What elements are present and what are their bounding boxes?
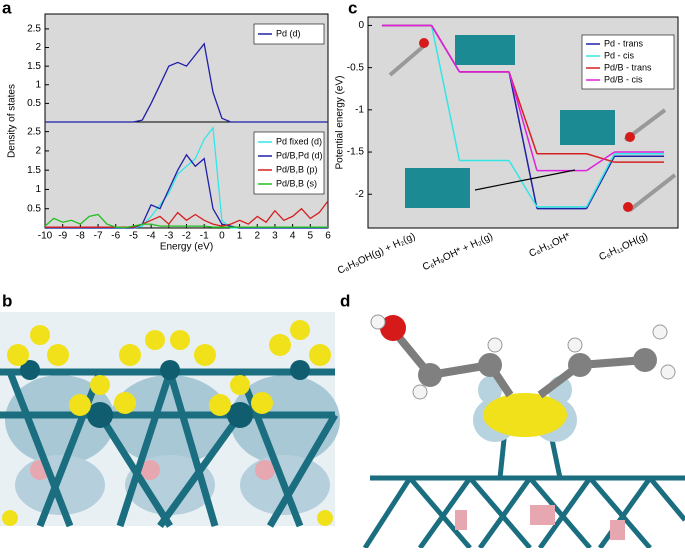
legend-label: Pd/B - cis bbox=[604, 74, 643, 84]
connector bbox=[508, 71, 538, 171]
y-tick-label: 2 bbox=[35, 42, 41, 53]
legend-box bbox=[253, 23, 325, 45]
chart: 0.5 1 1.5 2 2.5 Density of states Pd (d) bbox=[7, 13, 329, 158]
x-tick-label: -10 bbox=[38, 231, 53, 242]
x-tick-label: -1 bbox=[200, 231, 209, 242]
series-line bbox=[45, 42, 328, 123]
x-tick-label: 3 bbox=[272, 231, 278, 242]
x-tick-label: -4 bbox=[147, 231, 156, 242]
x-axis-label: Energy (eV) bbox=[160, 242, 213, 253]
x-tick-label: C₆H₉OH(g) + H₂(g) bbox=[336, 231, 417, 277]
legend-label: Pd/B - trans bbox=[604, 62, 652, 72]
legend-label: Pd/B,B (p) bbox=[276, 164, 318, 174]
y-tick-label: 1.5 bbox=[27, 165, 41, 176]
connector bbox=[585, 155, 616, 209]
y-tick-label: -1 bbox=[355, 104, 364, 115]
legend-label: Pd/B,Pd (d) bbox=[276, 150, 323, 160]
y-tick-label: 2 bbox=[35, 146, 41, 157]
connector bbox=[430, 25, 461, 161]
connector bbox=[586, 151, 615, 172]
x-tick-label: -9 bbox=[58, 231, 67, 242]
legend-label: Pd - cis bbox=[604, 50, 635, 60]
y-tick-label: 1 bbox=[35, 79, 41, 90]
legend-label: Pd fixed (d) bbox=[276, 136, 322, 146]
connector bbox=[586, 153, 615, 163]
x-tick-label: -6 bbox=[111, 231, 120, 242]
series-line bbox=[45, 153, 328, 229]
x-tick-label: 4 bbox=[290, 231, 296, 242]
y-tick-label: 0 bbox=[358, 20, 364, 31]
panel-label: c bbox=[348, 0, 357, 17]
legend-label: Pd/B,B (s) bbox=[276, 178, 317, 188]
series-line bbox=[44, 213, 328, 229]
y-axis-label: Potential energy (eV) bbox=[335, 76, 346, 170]
y-tick-label: 2.5 bbox=[27, 126, 41, 137]
connector bbox=[508, 71, 538, 154]
chart: 0.511.522.5-10 -9 -8 -7 -6 -5 -4 -3 -2 -1 0 1 2 3 4 5 6E… bbox=[27, 121, 331, 253]
x-tick-label: -7 bbox=[94, 231, 103, 242]
y-tick-label: 1 bbox=[35, 184, 41, 195]
y-tick-label: 0.5 bbox=[27, 203, 41, 214]
y-tick-label: -2 bbox=[355, 189, 364, 200]
y-tick-label: 1.5 bbox=[27, 61, 41, 72]
panel-label: d bbox=[340, 291, 350, 310]
connector bbox=[508, 71, 538, 209]
x-tick-label: 0 bbox=[219, 231, 225, 242]
connector bbox=[430, 25, 461, 73]
y-tick-label: 2.5 bbox=[27, 24, 41, 35]
x-tick-label: C₆H₉OH* + H₂(g) bbox=[421, 231, 495, 273]
x-tick-label: 1 bbox=[237, 231, 243, 242]
legend-label: Pd - trans bbox=[604, 38, 644, 48]
y-axis-label: Density of states bbox=[7, 84, 18, 158]
x-tick-label: -8 bbox=[76, 231, 85, 242]
x-tick-label: 2 bbox=[254, 231, 260, 242]
x-tick-label: -5 bbox=[129, 231, 138, 242]
x-tick-label: C₆H₁₁OH* bbox=[527, 231, 572, 260]
x-tick-label: 6 bbox=[325, 231, 331, 242]
x-tick-label: -3 bbox=[164, 231, 173, 242]
panel-label: a bbox=[2, 0, 12, 17]
y-tick-label: -0.5 bbox=[347, 62, 365, 73]
x-tick-label: 5 bbox=[308, 231, 314, 242]
y-tick-label: -1.5 bbox=[347, 147, 365, 158]
render-b bbox=[0, 312, 340, 529]
connector bbox=[585, 153, 616, 208]
x-tick-label: C₆H₁₁OH(g) bbox=[597, 231, 649, 263]
connector bbox=[508, 160, 538, 208]
legend-label: Pd (d) bbox=[276, 28, 301, 38]
panel-label: b bbox=[2, 291, 12, 310]
render-d bbox=[362, 314, 685, 550]
y-tick-label: 0.5 bbox=[27, 98, 41, 109]
series-line bbox=[45, 200, 329, 228]
adsorbate-sketch bbox=[388, 35, 677, 212]
x-tick-label: -2 bbox=[182, 231, 191, 242]
